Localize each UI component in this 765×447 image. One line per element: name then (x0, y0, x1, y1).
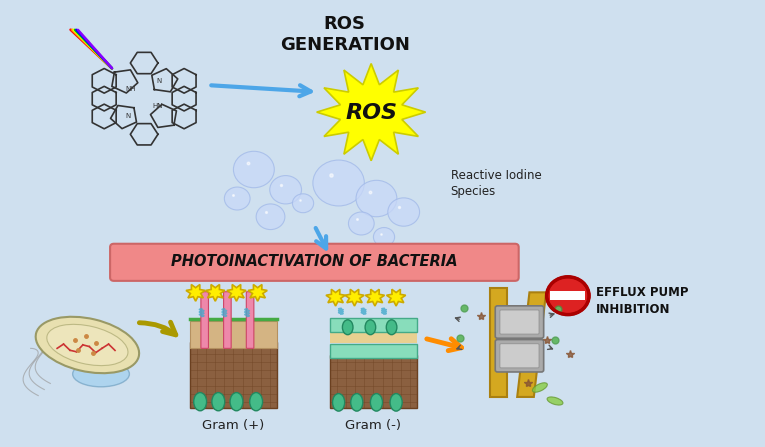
Text: HN: HN (152, 103, 163, 109)
Circle shape (356, 180, 397, 217)
Ellipse shape (47, 325, 128, 366)
Polygon shape (206, 284, 225, 301)
FancyBboxPatch shape (500, 310, 539, 334)
FancyBboxPatch shape (110, 244, 519, 281)
FancyBboxPatch shape (190, 342, 277, 408)
Ellipse shape (532, 383, 547, 392)
Polygon shape (317, 63, 425, 161)
Ellipse shape (73, 361, 129, 387)
FancyBboxPatch shape (551, 291, 585, 300)
Ellipse shape (212, 392, 225, 411)
Circle shape (233, 151, 275, 188)
Circle shape (270, 176, 301, 204)
FancyBboxPatch shape (246, 292, 254, 348)
Polygon shape (326, 289, 345, 306)
Circle shape (348, 212, 374, 235)
Ellipse shape (350, 393, 363, 411)
Polygon shape (386, 289, 405, 306)
Polygon shape (186, 284, 205, 301)
FancyBboxPatch shape (330, 344, 417, 358)
Ellipse shape (36, 317, 139, 373)
Text: Gram (+): Gram (+) (201, 419, 264, 432)
Circle shape (388, 198, 419, 226)
Text: N: N (125, 113, 130, 119)
Polygon shape (345, 289, 364, 306)
Circle shape (547, 277, 589, 315)
FancyBboxPatch shape (330, 318, 417, 332)
Text: ROS: ROS (345, 104, 397, 123)
Ellipse shape (547, 397, 563, 405)
Polygon shape (227, 284, 246, 301)
Text: Gram (-): Gram (-) (345, 419, 401, 432)
Circle shape (313, 160, 364, 206)
Circle shape (224, 187, 250, 210)
Text: NH: NH (125, 86, 135, 92)
FancyBboxPatch shape (330, 355, 417, 408)
FancyBboxPatch shape (330, 333, 417, 343)
FancyBboxPatch shape (190, 321, 277, 348)
Ellipse shape (365, 320, 376, 335)
Polygon shape (517, 292, 546, 397)
Ellipse shape (386, 320, 397, 335)
FancyBboxPatch shape (495, 306, 544, 338)
Text: EFFLUX PUMP
INHIBITION: EFFLUX PUMP INHIBITION (596, 286, 688, 316)
Text: ROS
GENERATION: ROS GENERATION (280, 15, 409, 54)
Ellipse shape (249, 392, 262, 411)
Polygon shape (248, 284, 267, 301)
Polygon shape (490, 287, 506, 397)
Ellipse shape (333, 393, 345, 411)
FancyBboxPatch shape (500, 344, 539, 368)
FancyBboxPatch shape (495, 340, 544, 372)
Ellipse shape (390, 393, 402, 411)
Ellipse shape (194, 392, 207, 411)
Text: PHOTOINACTIVATION OF BACTERIA: PHOTOINACTIVATION OF BACTERIA (171, 254, 457, 270)
Circle shape (373, 228, 395, 246)
Polygon shape (366, 289, 385, 306)
FancyBboxPatch shape (223, 292, 231, 348)
Ellipse shape (343, 320, 353, 335)
FancyBboxPatch shape (201, 292, 209, 348)
Text: N: N (157, 78, 162, 84)
Circle shape (292, 194, 314, 213)
Ellipse shape (370, 393, 382, 411)
Circle shape (256, 204, 285, 230)
Ellipse shape (230, 392, 243, 411)
Text: Reactive Iodine
Species: Reactive Iodine Species (451, 169, 542, 198)
